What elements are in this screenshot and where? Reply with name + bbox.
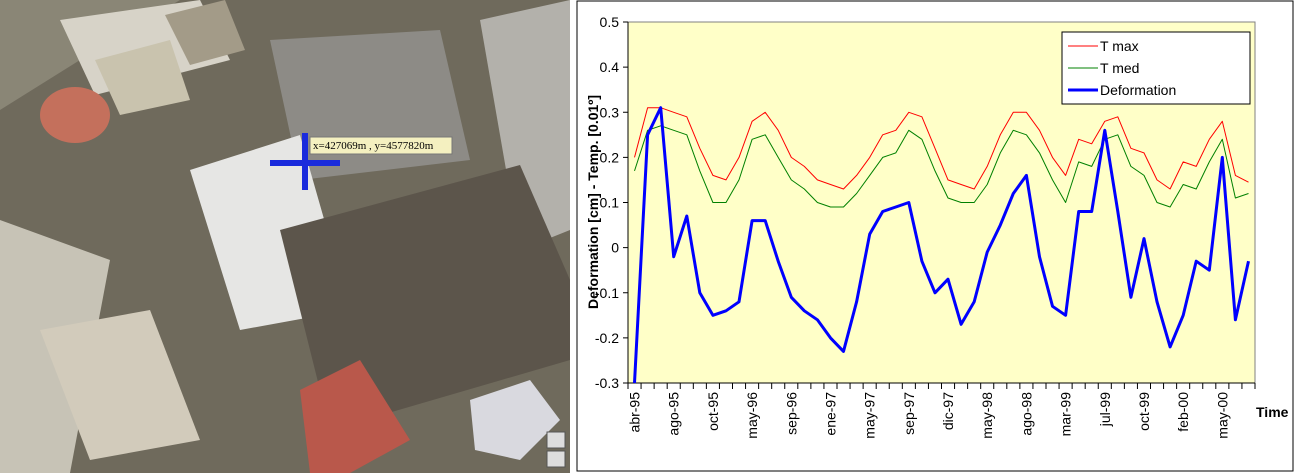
y-tick-label: 0.1 [600,195,620,211]
y-tick-label: 0.5 [600,14,620,30]
x-tick-label: dic-97 [940,392,956,430]
map-roof [40,87,110,143]
x-tick-label: oct-99 [1136,392,1152,431]
x-tick-label: may-96 [744,392,760,439]
x-tick-label: may-98 [979,392,995,439]
screenshot: x=427069m , y=4577820m Deformation [cm] … [0,0,1295,473]
x-tick-label: mar-99 [1058,392,1074,437]
legend-label: T med [1100,60,1139,76]
y-tick-label: 0 [611,240,619,256]
y-tick-label: -0.3 [595,375,619,391]
x-tick-label: jul-99 [1097,392,1113,427]
y-tick-label: -0.2 [595,330,619,346]
aerial-map: x=427069m , y=4577820m [0,0,570,473]
x-tick-label: ago-98 [1018,392,1034,436]
y-tick-label: -0.1 [595,285,619,301]
y-tick-label: 0.4 [600,59,620,75]
map-tool-button[interactable] [547,451,565,467]
x-tick-label: may-97 [862,392,878,439]
x-tick-label: oct-95 [705,392,721,431]
x-tick-label: sep-96 [783,392,799,435]
x-tick-label: ene-97 [822,392,838,436]
y-tick-label: 0.2 [600,149,620,165]
chart: Deformation [cm] - Temp. [0.01º] Time -0… [577,1,1293,471]
legend-label: T max [1100,38,1139,54]
x-tick-label: may-00 [1214,392,1230,439]
page: {"map": {"coordinate_label": "x=427069m … [0,0,1295,473]
x-axis-title: Time [1256,404,1289,420]
x-tick-label: ago-95 [666,392,682,436]
coordinate-label: x=427069m , y=4577820m [313,140,434,152]
y-tick-label: 0.3 [600,104,620,120]
x-tick-label: sep-97 [901,392,917,435]
legend-label: Deformation [1100,82,1176,98]
x-tick-label: abr-95 [627,392,643,433]
map-tool-button[interactable] [547,432,565,448]
x-tick-label: feb-00 [1175,392,1191,432]
